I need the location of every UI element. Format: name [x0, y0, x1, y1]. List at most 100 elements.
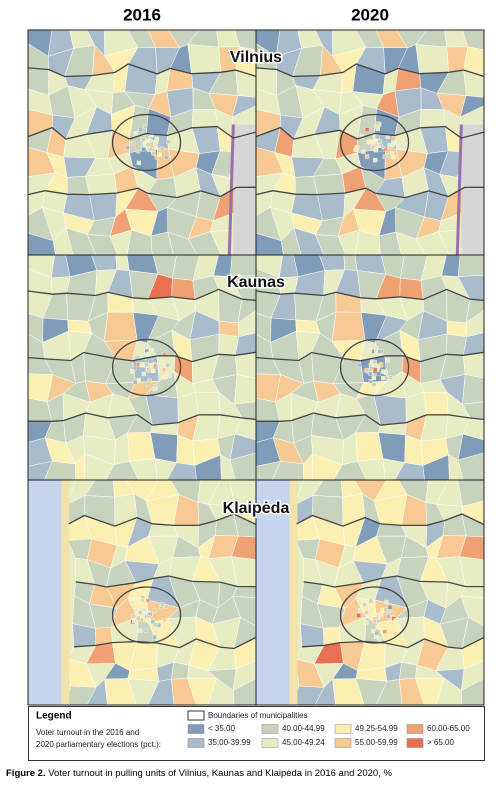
map-area [136, 616, 141, 621]
municipal-boundary [73, 636, 257, 650]
map-area [382, 629, 387, 634]
map-area [154, 136, 160, 142]
beach [289, 480, 298, 705]
map-area [131, 141, 136, 146]
map-area [164, 155, 169, 160]
map-area [130, 369, 135, 374]
municipal-boundary [339, 113, 410, 172]
map-area [364, 127, 370, 132]
municipal-boundary [68, 513, 257, 527]
map-area [232, 586, 257, 598]
legend-label: 40.00-44.99 [282, 724, 325, 733]
map-area [384, 599, 389, 605]
map-area [374, 630, 379, 636]
legend-label: 49.25-54.99 [355, 724, 398, 733]
map-area [364, 154, 370, 159]
map-area [383, 607, 389, 613]
map-area [388, 375, 393, 380]
city-label: Kaunas [227, 274, 285, 291]
city-label: Klaipėda [223, 500, 290, 517]
map-area [153, 140, 158, 146]
map-area [415, 44, 450, 74]
legend-swatch [334, 724, 352, 734]
map-area [150, 619, 156, 625]
map-area [149, 132, 154, 138]
municipal-boundary [301, 636, 485, 650]
municipal-boundary [111, 113, 182, 172]
map-area [382, 154, 387, 159]
map-area [142, 124, 148, 129]
city-label: Vilnius [230, 49, 282, 66]
maps [27, 29, 485, 706]
map-area [162, 621, 167, 626]
legend-label: Boundaries of municipalities [208, 711, 308, 720]
map-area [457, 254, 485, 277]
map-area [377, 139, 382, 144]
legend-items: < 35.00 35.00-39.99 40.00-44.99 45.00-49.24… [187, 724, 470, 748]
map-area [235, 352, 257, 379]
map-area [136, 378, 141, 383]
map-area [463, 352, 485, 379]
caption-label: Figure 2. [6, 768, 46, 779]
municipal-boundary [75, 575, 257, 588]
map-area [390, 143, 395, 148]
map-area [375, 134, 380, 140]
map-area [371, 382, 377, 387]
map-area [364, 620, 369, 625]
map-area [143, 628, 149, 633]
map-area [152, 386, 157, 391]
map-area [103, 311, 138, 342]
map-area [375, 624, 380, 630]
map-panel [27, 254, 257, 481]
map-area [141, 371, 147, 377]
map-area [373, 612, 378, 618]
map-area [419, 108, 446, 129]
map-area [364, 367, 370, 373]
map-area [374, 385, 379, 391]
map-area [139, 362, 144, 367]
map-area [372, 618, 377, 624]
legend-label: 60.00-65.00 [427, 724, 470, 733]
map-area [135, 149, 141, 154]
map-area [368, 598, 374, 604]
map-area [375, 121, 380, 126]
map-area [385, 357, 391, 363]
map-area [384, 375, 389, 381]
map-area [399, 277, 424, 300]
column-header: 2020 [351, 5, 389, 24]
map-area [373, 157, 378, 163]
map-panel [27, 29, 257, 256]
map-area [143, 608, 148, 613]
map-area [187, 44, 222, 74]
map-area [157, 152, 162, 157]
map-area [159, 360, 164, 365]
legend-swatch [334, 738, 352, 748]
legend-swatch [406, 724, 424, 734]
map-area [377, 147, 383, 153]
map-area [153, 145, 159, 150]
map-area [376, 371, 381, 376]
map-area [393, 618, 398, 623]
legend-swatch [261, 724, 279, 734]
legend-swatch [187, 724, 205, 734]
map-area [148, 358, 154, 364]
map-area [137, 628, 143, 633]
map-area [357, 608, 363, 613]
map-area [234, 374, 257, 405]
municipal-boundary [339, 338, 410, 397]
map-area [368, 371, 373, 376]
map-panel [255, 479, 485, 706]
legend-swatch [406, 738, 424, 748]
municipal-boundary [255, 288, 485, 302]
map-area [154, 629, 160, 635]
map-area [460, 586, 485, 598]
boundary-swatch [187, 710, 205, 721]
map-area [373, 147, 379, 153]
map-area [145, 381, 151, 387]
map-area [423, 391, 449, 416]
municipal-boundary [255, 351, 485, 363]
outside [461, 124, 484, 255]
map-area [148, 138, 153, 144]
municipal-boundary [27, 288, 257, 302]
